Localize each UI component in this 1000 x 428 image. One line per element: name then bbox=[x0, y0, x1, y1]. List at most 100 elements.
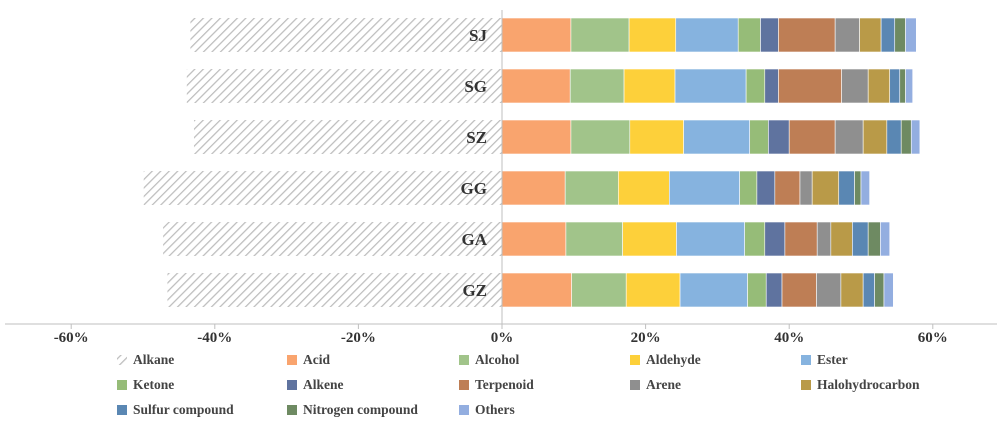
bar-sg-halohydrocarbon bbox=[867, 68, 891, 104]
bar-gz-nitrogen-compound bbox=[874, 272, 885, 308]
legend-item-ketone: Ketone bbox=[117, 377, 174, 392]
bar-gg-others bbox=[860, 170, 870, 206]
x-tick-label: -20% bbox=[341, 330, 376, 346]
bar-gz-ketone bbox=[747, 272, 767, 308]
x-tick-label: -40% bbox=[197, 330, 232, 346]
bar-sj-ketone bbox=[737, 17, 761, 53]
legend-label: Halohydrocarbon bbox=[817, 377, 920, 392]
legend-label: Ester bbox=[817, 352, 848, 367]
legend-item-alkane: Alkane bbox=[117, 352, 174, 367]
legend-label: Aldehyde bbox=[646, 352, 701, 367]
legend-item-sulfur-compound: Sulfur compound bbox=[117, 402, 234, 417]
bar-sj-aldehyde bbox=[628, 17, 677, 53]
bar-sj-others bbox=[905, 17, 917, 53]
legend-swatch bbox=[630, 355, 640, 365]
bar-sg-ketone bbox=[745, 68, 766, 104]
legend-item-nitrogen-compound: Nitrogen compound bbox=[287, 402, 418, 417]
bar-sz-alkane bbox=[193, 120, 502, 154]
x-tick-label: 0% bbox=[491, 330, 514, 346]
bar-ga-sulfur-compound bbox=[852, 221, 869, 257]
legend-swatch bbox=[117, 380, 127, 390]
bar-sg-nitrogen-compound bbox=[899, 68, 906, 104]
category-label: GZ bbox=[462, 281, 487, 300]
bar-ga-ketone bbox=[744, 221, 766, 257]
legend-label: Arene bbox=[646, 377, 681, 392]
bar-sj-acid bbox=[501, 17, 572, 53]
bar-sz-halohydrocarbon bbox=[862, 119, 888, 155]
bar-sz-ester bbox=[683, 119, 751, 155]
bar-gg-ketone bbox=[739, 170, 758, 206]
x-tick-label: 60% bbox=[918, 330, 948, 346]
bar-sz-sulfur-compound bbox=[886, 119, 902, 155]
legend-label: Terpenoid bbox=[475, 377, 534, 392]
bar-gz-acid bbox=[501, 272, 572, 308]
category-label: SG bbox=[464, 77, 487, 96]
bar-sz-arene bbox=[834, 119, 864, 155]
bar-ga-ester bbox=[676, 221, 745, 257]
legend-item-ester: Ester bbox=[801, 352, 848, 367]
bar-gg-arene bbox=[799, 170, 813, 206]
bar-sg-acid bbox=[501, 68, 571, 104]
legend-label: Acid bbox=[303, 352, 330, 367]
legend-label: Alcohol bbox=[475, 352, 520, 367]
bar-gz-halohydrocarbon bbox=[840, 272, 864, 308]
bar-sg-alcohol bbox=[569, 68, 625, 104]
legend-swatch bbox=[459, 380, 469, 390]
bar-sg-others bbox=[905, 68, 913, 104]
bar-sj-arene bbox=[834, 17, 860, 53]
legend-label: Alkene bbox=[303, 377, 344, 392]
bar-sj-sulfur-compound bbox=[880, 17, 896, 53]
bar-sg-alkene bbox=[764, 68, 779, 104]
bar-gg-halohydrocarbon bbox=[811, 170, 840, 206]
bar-gz-terpenoid bbox=[781, 272, 817, 308]
legend-swatch bbox=[630, 380, 640, 390]
legend-item-alkene: Alkene bbox=[287, 377, 344, 392]
bar-sj-terpenoid bbox=[778, 17, 836, 53]
legend-item-arene: Arene bbox=[630, 377, 681, 392]
bar-ga-terpenoid bbox=[784, 221, 818, 257]
bar-sg-terpenoid bbox=[778, 68, 842, 104]
legend-item-alcohol: Alcohol bbox=[459, 352, 520, 367]
bar-gg-terpenoid bbox=[774, 170, 801, 206]
category-label: SJ bbox=[469, 26, 487, 45]
category-label: SZ bbox=[466, 128, 487, 147]
bar-sj-alcohol bbox=[570, 17, 630, 53]
bar-sj-alkane bbox=[190, 18, 502, 52]
legend-label: Nitrogen compound bbox=[303, 402, 418, 417]
bar-gz-others bbox=[883, 272, 894, 308]
legend-swatch bbox=[459, 355, 469, 365]
bar-ga-others bbox=[880, 221, 891, 257]
x-tick-label: -60% bbox=[54, 330, 89, 346]
bar-ga-alcohol bbox=[565, 221, 623, 257]
bar-gg-acid bbox=[501, 170, 566, 206]
bar-sz-nitrogen-compound bbox=[900, 119, 912, 155]
bar-gg-nitrogen-compound bbox=[854, 170, 862, 206]
bar-sg-sulfur-compound bbox=[889, 68, 901, 104]
bar-sz-alkene bbox=[768, 119, 790, 155]
legend-item-aldehyde: Aldehyde bbox=[630, 352, 701, 367]
legend-item-terpenoid: Terpenoid bbox=[459, 377, 534, 392]
category-label: GG bbox=[461, 179, 487, 198]
bar-gg-alcohol bbox=[564, 170, 619, 206]
legend-item-others: Others bbox=[459, 402, 515, 417]
legend-label: Alkane bbox=[133, 352, 174, 367]
bar-sg-alkane bbox=[186, 69, 502, 103]
legend-swatch bbox=[287, 405, 297, 415]
bar-sj-nitrogen-compound bbox=[894, 17, 906, 53]
bar-gg-alkene bbox=[756, 170, 776, 206]
bar-sj-alkene bbox=[760, 17, 779, 53]
bar-ga-aldehyde bbox=[622, 221, 677, 257]
bar-sz-ketone bbox=[749, 119, 769, 155]
legend-label: Sulfur compound bbox=[133, 402, 234, 417]
legend-item-acid: Acid bbox=[287, 352, 330, 367]
bar-sz-terpenoid bbox=[788, 119, 836, 155]
x-tick-label: 20% bbox=[631, 330, 661, 346]
legend-label: Others bbox=[475, 402, 515, 417]
bar-ga-alkane bbox=[163, 222, 502, 256]
bar-sj-halohydrocarbon bbox=[859, 17, 882, 53]
legend-swatch bbox=[117, 355, 127, 365]
bar-sj-ester bbox=[675, 17, 739, 53]
bar-gz-alkane bbox=[167, 273, 503, 307]
